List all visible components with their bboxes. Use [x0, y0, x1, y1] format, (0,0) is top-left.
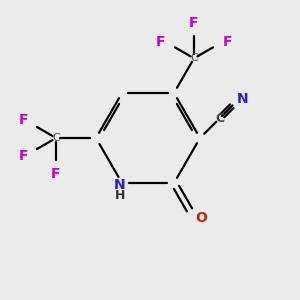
- Text: F: F: [156, 35, 166, 49]
- Text: C: C: [215, 112, 224, 125]
- Text: F: F: [223, 35, 232, 49]
- Text: O: O: [195, 211, 207, 225]
- Text: F: F: [51, 167, 61, 181]
- Text: C: C: [190, 53, 198, 63]
- Text: C: C: [52, 133, 60, 143]
- Text: F: F: [19, 149, 28, 163]
- Text: F: F: [189, 16, 199, 30]
- Text: N: N: [114, 178, 126, 192]
- Text: H: H: [115, 188, 125, 202]
- Text: F: F: [19, 113, 28, 127]
- Text: N: N: [236, 92, 248, 106]
